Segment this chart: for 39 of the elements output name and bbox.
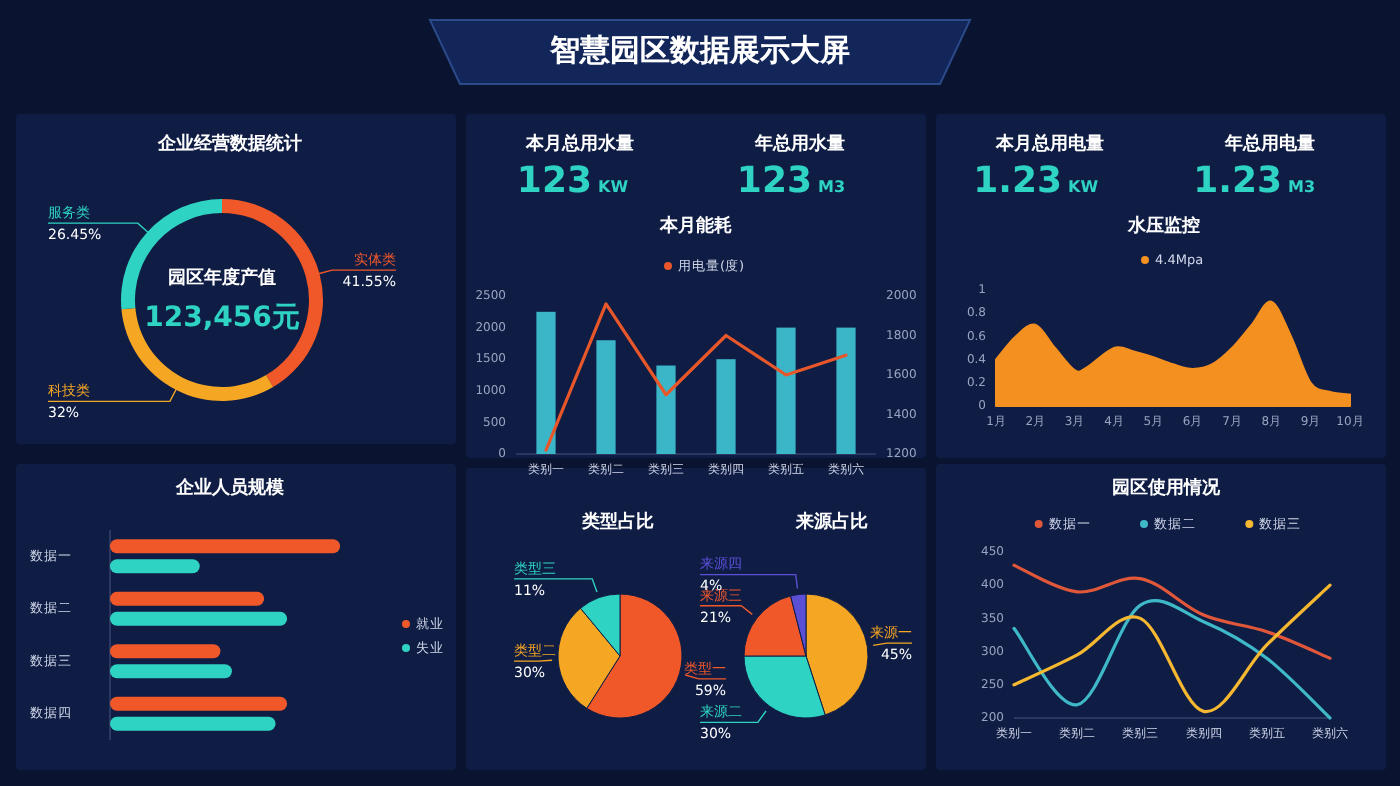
text: 年总用水量 xyxy=(753,132,845,155)
line-series xyxy=(544,302,848,452)
text: 本月总用电量 xyxy=(994,132,1104,155)
bar xyxy=(110,611,288,626)
chart-title: 类型占比 xyxy=(580,510,654,533)
text: 园区年度产值 xyxy=(168,266,276,289)
text: 1.23 xyxy=(973,159,1062,202)
text: 123 xyxy=(516,159,592,202)
line-series xyxy=(1012,563,1332,660)
text: 1.23 xyxy=(1193,159,1282,202)
text: 年总用电量 xyxy=(1223,132,1315,155)
bar xyxy=(536,311,556,454)
text: KW xyxy=(598,178,629,197)
bar xyxy=(716,359,736,454)
chart-title: 来源占比 xyxy=(794,510,868,533)
chart-title: 企业经营数据统计 xyxy=(156,132,302,155)
bar xyxy=(836,327,856,454)
text: M3 xyxy=(1288,178,1316,197)
bar xyxy=(110,716,276,731)
chart-title: 企业人员规模 xyxy=(174,476,286,499)
text: KW xyxy=(1068,178,1099,197)
bar xyxy=(110,664,232,679)
bar xyxy=(110,539,340,554)
bar xyxy=(110,559,200,574)
line-series xyxy=(1012,583,1332,713)
text: 123 xyxy=(736,159,812,202)
bar xyxy=(596,340,616,454)
chart-title: 本月能耗 xyxy=(658,214,732,237)
bar xyxy=(656,365,676,454)
bar xyxy=(776,327,796,454)
chart-title: 水压监控 xyxy=(1126,214,1200,237)
chart-title: 园区使用情况 xyxy=(1112,476,1222,499)
text: 智慧园区数据展示大屏 xyxy=(548,32,850,69)
text: M3 xyxy=(818,178,846,197)
bar xyxy=(110,591,265,606)
bar xyxy=(110,644,221,659)
text: 本月总用水量 xyxy=(524,132,634,155)
bar xyxy=(110,696,288,711)
text: 123,456元 xyxy=(144,301,300,334)
